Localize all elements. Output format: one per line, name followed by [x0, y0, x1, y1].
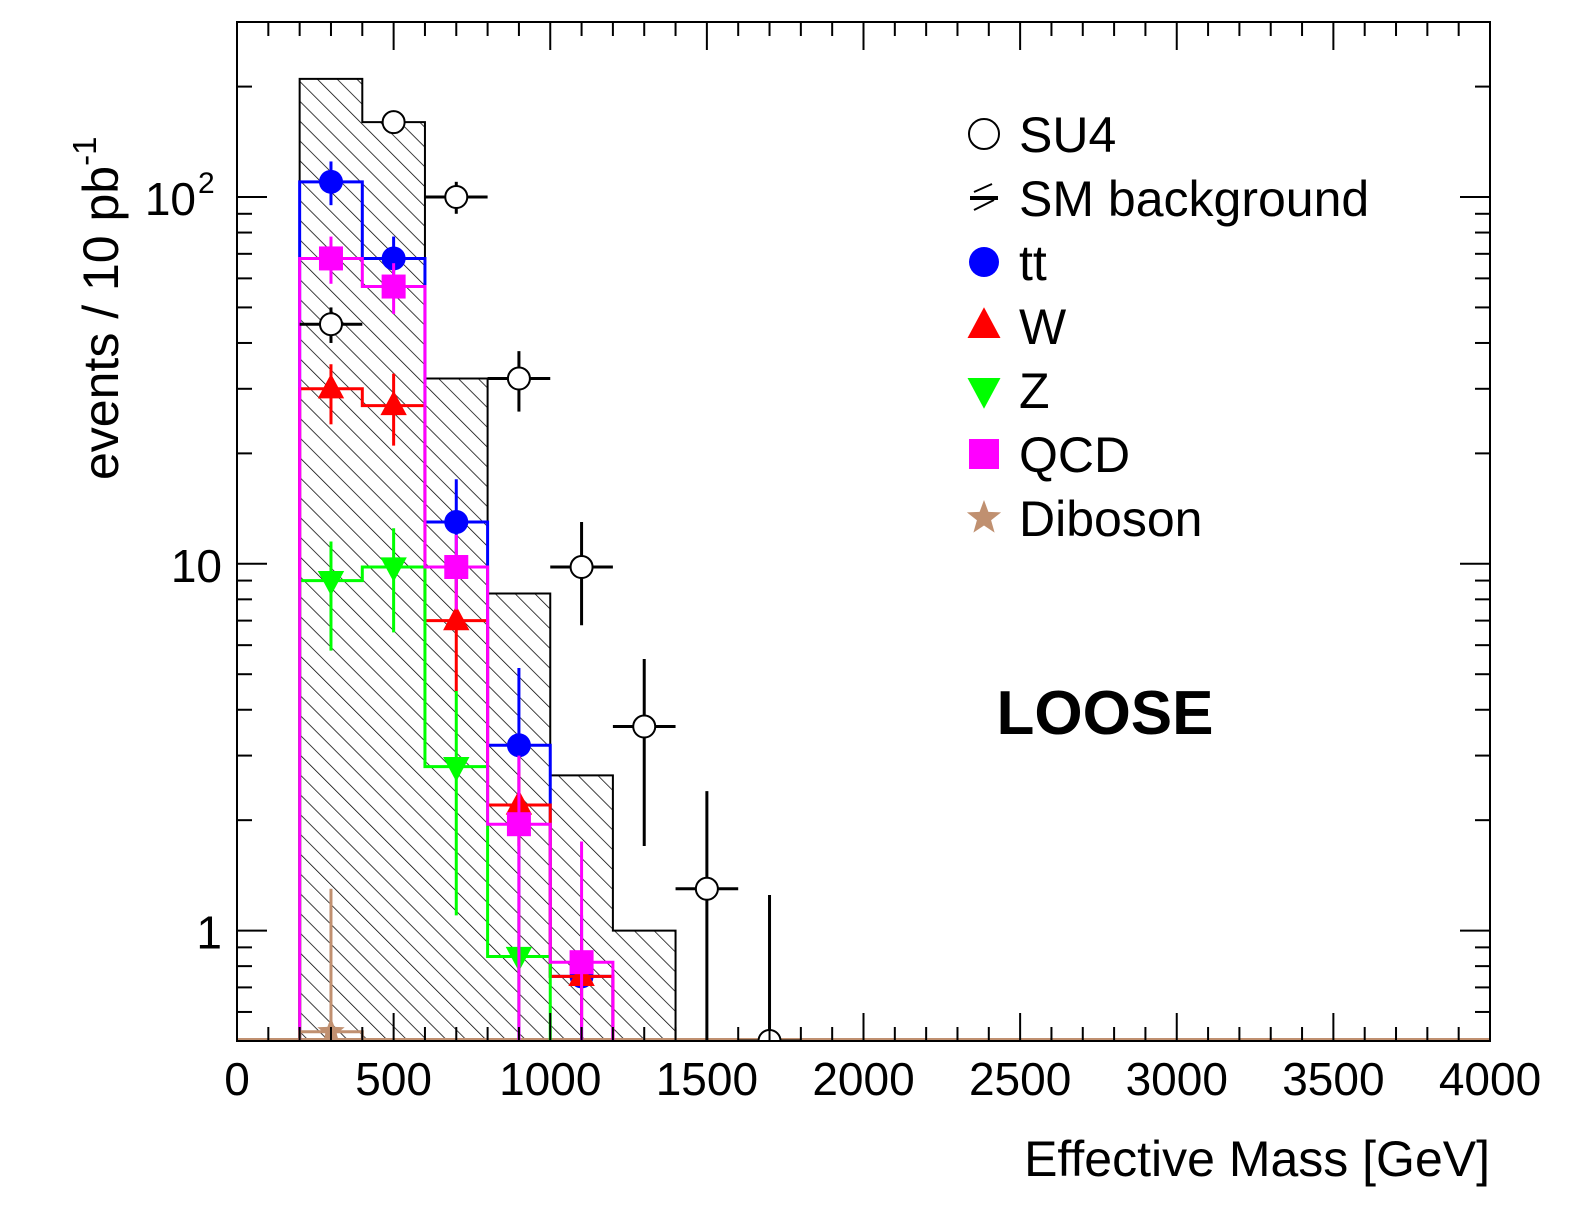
plot-area: [237, 77, 1490, 1041]
x-tick-label: 2500: [969, 1053, 1071, 1105]
series-qcd-point: [318, 246, 343, 271]
legend-hatch-stroke: [973, 199, 995, 211]
sm-background-outline: [298, 77, 677, 1041]
x-tick-label: 3500: [1282, 1053, 1384, 1105]
x-tick-label: 0: [224, 1053, 250, 1105]
legend-marker: [967, 378, 1001, 409]
series-tt-point: [444, 510, 469, 535]
x-tick-label: 2000: [812, 1053, 914, 1105]
legend-marker: [969, 247, 999, 277]
x-tick-label: 500: [355, 1053, 432, 1105]
legend-item-tt: tt: [969, 235, 1047, 291]
legend-label: Diboson: [1019, 491, 1202, 547]
series-qcd-point: [506, 812, 531, 837]
y-tick-label: 10: [145, 173, 196, 225]
series-qcd-point: [569, 950, 594, 975]
y-axis-label-main: events / 10 pb: [73, 166, 129, 480]
y-tick-label: 10: [171, 540, 222, 592]
legend-label: W: [1019, 299, 1067, 355]
series-qcd-point: [381, 274, 406, 299]
selection-annotation: LOOSE: [996, 679, 1213, 748]
legend-marker: [969, 439, 999, 469]
legend-label: Z: [1019, 363, 1050, 419]
su4-point: [381, 110, 406, 135]
series-su4: [299, 110, 801, 1041]
plot-contents: [237, 77, 1490, 1041]
x-tick-label: 1000: [499, 1053, 601, 1105]
legend-label: tt: [1019, 235, 1047, 291]
x-tick-label: 4000: [1439, 1053, 1541, 1105]
series-tt-point: [318, 169, 343, 194]
series-w: [298, 364, 615, 1041]
legend-marker: [968, 118, 1000, 150]
legend-label: SU4: [1019, 107, 1116, 163]
legend-marker: [966, 500, 1002, 533]
legend-hatch-stroke: [973, 183, 993, 193]
su4-point: [318, 312, 343, 337]
series-qcd: [298, 236, 615, 1041]
x-tick-label: 1500: [656, 1053, 758, 1105]
legend-item-qcd: QCD: [969, 427, 1130, 483]
series-z-point: [443, 756, 470, 782]
su4-point: [506, 366, 531, 391]
series-w-point: [380, 390, 407, 416]
su4-point: [444, 185, 469, 210]
y-axis-label: events / 10 pb-1: [66, 137, 129, 480]
legend-item-su4: SU4: [968, 107, 1116, 163]
legend-label: SM background: [1019, 171, 1369, 227]
svg-text:events / 10 pb-1: events / 10 pb-1: [66, 137, 129, 480]
legend-item-w: W: [967, 299, 1067, 355]
series-tt-point: [506, 733, 531, 758]
series-z-point: [380, 557, 407, 583]
legend-marker: [967, 307, 1001, 338]
legend: SU4 SM background tt WZ QCD Diboson: [966, 107, 1369, 547]
su4-point: [632, 714, 657, 739]
legend-item-diboson: Diboson: [966, 491, 1202, 547]
y-axis-label-exp: -1: [66, 137, 103, 166]
series-w-point: [443, 605, 470, 631]
series-z-point: [317, 570, 345, 596]
legend-item-sm-background: SM background: [970, 171, 1369, 227]
legend-label: QCD: [1019, 427, 1130, 483]
su4-point: [569, 555, 594, 580]
series-w-point: [317, 373, 345, 399]
series-tt-point: [381, 246, 406, 271]
series-qcd-point: [444, 555, 469, 580]
y-tick-label-exponent: 2: [198, 167, 215, 200]
su4-point: [694, 876, 719, 901]
legend-item-z: Z: [967, 363, 1050, 419]
x-tick-label: 3000: [1126, 1053, 1228, 1105]
x-axis-label: Effective Mass [GeV]: [1024, 1131, 1490, 1187]
y-tick-label: 1: [196, 907, 222, 959]
